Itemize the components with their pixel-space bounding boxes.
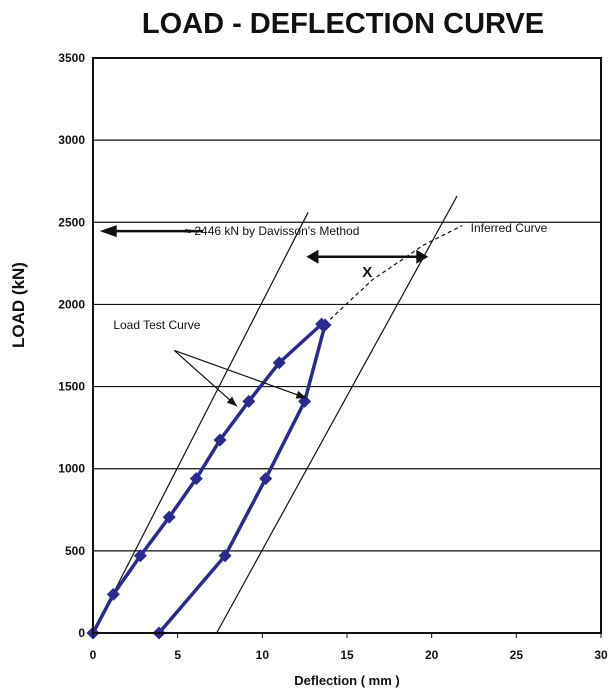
- load-test-pointer-1: [173, 349, 238, 407]
- y-tick-1000: 1000: [58, 462, 85, 476]
- y-tick-1500: 1500: [58, 380, 85, 394]
- davisson-lines: [92, 195, 458, 634]
- x-dimension: X: [306, 249, 429, 281]
- x-dimension-arrow-left: [306, 249, 319, 264]
- data-point-13: [218, 549, 232, 563]
- load-test-annotation: Load Test Curve: [113, 318, 307, 407]
- davisson-annotation: ≈ 2446 kN by Davisson's Method: [99, 224, 359, 238]
- data-point-2: [106, 587, 120, 601]
- grid-layer: [93, 139, 601, 552]
- data-point-6: [213, 433, 227, 447]
- y-tick-2000: 2000: [58, 297, 85, 311]
- data-point-12: [259, 472, 273, 486]
- x-tick-25: 25: [510, 648, 524, 662]
- davisson-arrow-head: [99, 225, 117, 238]
- inferred-curve-label: Inferred Curve: [471, 221, 548, 235]
- data-point-8: [272, 356, 286, 370]
- load-test-label: Load Test Curve: [113, 318, 200, 332]
- x-tick-0: 0: [90, 648, 97, 662]
- x-dimension-label: X: [362, 264, 372, 281]
- davisson-line-1: [92, 212, 309, 634]
- x-tick-5: 5: [174, 648, 181, 662]
- data-point-5: [189, 472, 203, 486]
- plot-frame: [92, 57, 602, 634]
- x-axis-label: Deflection ( mm ): [294, 673, 399, 688]
- load-test-pointer-2: [174, 349, 307, 399]
- series-line-1: [91, 322, 327, 635]
- load-test-pointer-head-2: [295, 390, 307, 399]
- y-tick-0: 0: [78, 626, 85, 640]
- davisson-label: ≈ 2446 kN by Davisson's Method: [184, 224, 359, 238]
- tick-labels: 0 500 1000 1500 2000 2500 3000 3500 0 5 10 15 20 25 30: [58, 51, 608, 662]
- y-tick-3500: 3500: [58, 51, 85, 65]
- chart-title: LOAD - DEFLECTION CURVE: [142, 8, 544, 40]
- data-point-3: [133, 549, 147, 563]
- inferred-curve-line: [324, 225, 463, 325]
- series-layer: [86, 225, 463, 640]
- x-tick-15: 15: [340, 648, 354, 662]
- x-tick-20: 20: [425, 648, 439, 662]
- load-test-pointer-head-1: [226, 396, 237, 407]
- data-point-10: [318, 318, 332, 332]
- data-point-4: [162, 510, 176, 524]
- x-dimension-arrow-right: [416, 249, 429, 264]
- x-tick-10: 10: [256, 648, 270, 662]
- y-axis-label: LOAD (kN): [9, 262, 28, 348]
- y-tick-2500: 2500: [58, 215, 85, 229]
- y-tick-500: 500: [65, 544, 85, 558]
- y-tick-3000: 3000: [58, 133, 85, 147]
- x-tick-30: 30: [594, 648, 608, 662]
- data-point-7: [242, 394, 256, 408]
- davisson-line-2: [216, 195, 458, 634]
